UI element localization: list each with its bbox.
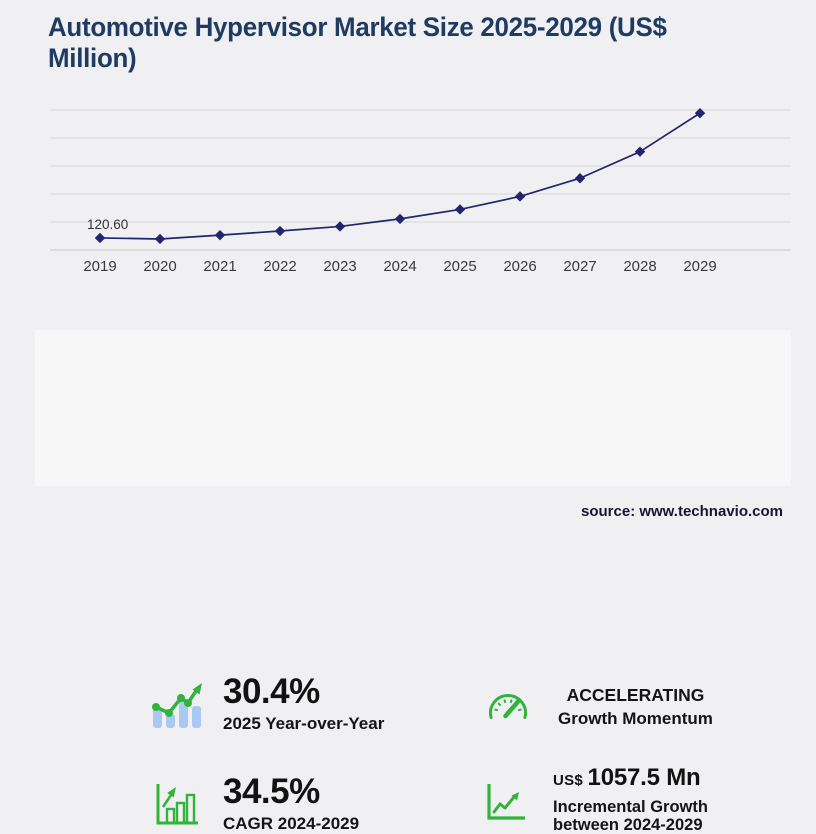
data-point-2019	[95, 233, 105, 243]
stats-panel: 30.4% 2025 Year-over-Year ACCELERATING G…	[35, 330, 791, 486]
stat-incremental-label-line2: between 2024-2029	[553, 817, 708, 834]
growth-chart-icon	[155, 782, 201, 826]
currency-prefix: US$	[553, 772, 583, 789]
x-tick-2025: 2025	[443, 258, 476, 275]
line-growth-icon	[485, 782, 527, 822]
x-tick-2028: 2028	[623, 258, 656, 275]
page-title: Automotive Hypervisor Market Size 2025-2…	[48, 12, 720, 74]
stat-incremental-label-line1: Incremental Growth	[553, 799, 708, 817]
gauge-icon	[485, 686, 531, 728]
x-tick-2020: 2020	[143, 258, 176, 275]
stat-cagr-value: 34.5%	[223, 774, 359, 810]
data-point-2028	[635, 146, 645, 156]
page-title-line1: Automotive Hypervisor Market Size 2025-2…	[48, 12, 720, 43]
bar-trend-icon	[150, 680, 206, 732]
stat-yoy-label: 2025 Year-over-Year	[223, 714, 384, 733]
x-tick-2019: 2019	[83, 258, 116, 275]
x-tick-2021: 2021	[203, 258, 236, 275]
stat-cagr-label: CAGR 2024-2029	[223, 814, 359, 833]
stat-incremental-value: US$ 1057.5 Mn	[553, 764, 708, 792]
x-tick-2027: 2027	[563, 258, 596, 275]
data-point-2026	[515, 191, 525, 201]
x-tick-2022: 2022	[263, 258, 296, 275]
stat-momentum-value: ACCELERATING	[543, 684, 728, 707]
data-point-2025	[455, 204, 465, 214]
data-point-2022	[275, 226, 285, 236]
data-point-2027	[575, 173, 585, 183]
market-infographic: Automotive Hypervisor Market Size 2025-2…	[0, 0, 816, 528]
source-attribution: source: www.technavio.com	[581, 503, 783, 520]
stat-yoy-value: 30.4%	[223, 674, 384, 710]
x-tick-2023: 2023	[323, 258, 356, 275]
x-tick-2029: 2029	[683, 258, 716, 275]
incremental-amount: 1057.5 Mn	[588, 764, 701, 791]
data-point-2023	[335, 221, 345, 231]
data-point-2020	[155, 234, 165, 244]
market-size-line-chart: 2019 2020 2021 2022 2023 2024 2025 2026 2027 2028…	[48, 100, 793, 280]
x-tick-2026: 2026	[503, 258, 536, 275]
stat-momentum-label: Growth Momentum	[543, 707, 728, 730]
x-tick-2024: 2024	[383, 258, 416, 275]
data-point-2021	[215, 230, 225, 240]
data-point-2024	[395, 214, 405, 224]
data-label-2019: 120.60	[87, 217, 128, 232]
page-title-line2: Million)	[48, 43, 720, 74]
